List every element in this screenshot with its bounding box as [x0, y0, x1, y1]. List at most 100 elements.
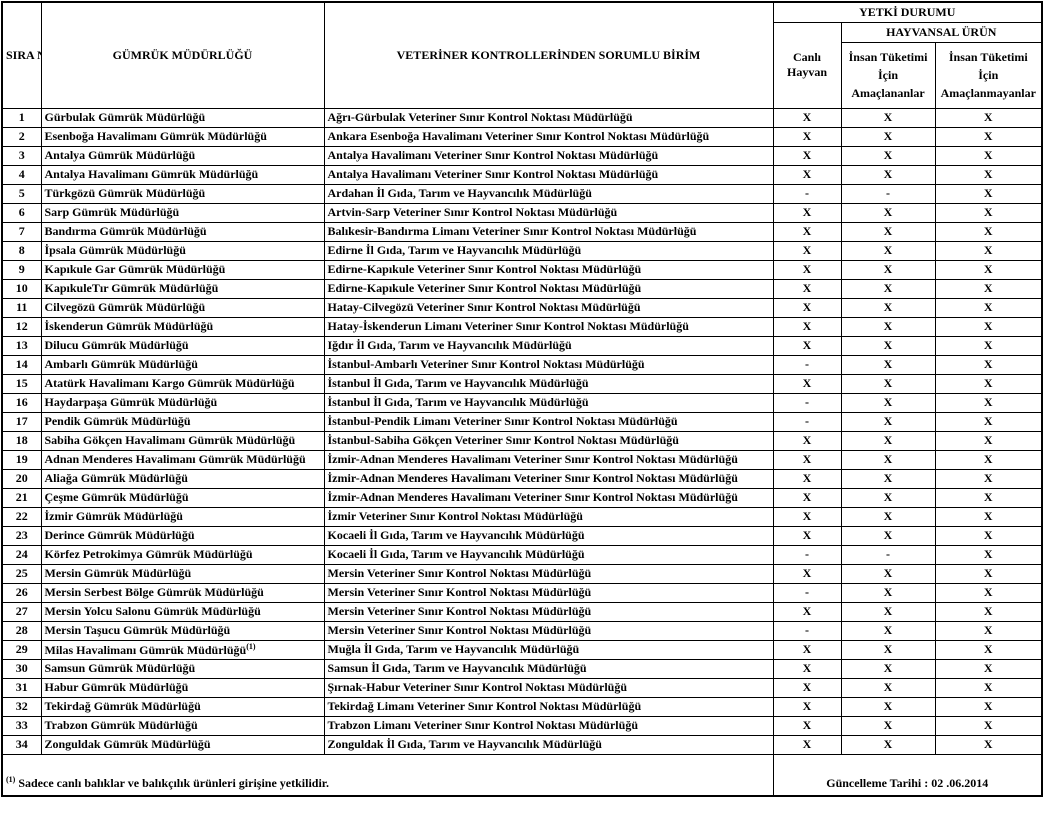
live-animal-status: -: [772, 544, 842, 565]
customs-office-text: Adnan Menderes Havalimanı Gümrük Müdürlü…: [44, 452, 306, 466]
live-animal-status-text: X: [802, 737, 812, 751]
table-row: 24 Körfez Petrokimya Gümrük Müdürlüğü Koca…: [1, 544, 1043, 565]
row-number: 17: [1, 411, 42, 432]
responsible-unit: Iğdır İl Gıda, Tarım ve Hayvancılık Müdü…: [323, 335, 774, 356]
human-consumption-status-text: X: [883, 338, 893, 352]
row-number-text: 7: [18, 224, 25, 238]
live-animal-status: X: [772, 259, 842, 280]
human-consumption-status: X: [840, 240, 936, 261]
responsible-unit-text: Samsun İl Gıda, Tarım ve Hayvancılık Müd…: [327, 661, 587, 675]
customs-office: Körfez Petrokimya Gümrük Müdürlüğü: [40, 544, 325, 565]
non-human-consumption-status-text: X: [983, 167, 993, 181]
customs-office-text: Haydarpaşa Gümrük Müdürlüğü: [44, 395, 218, 409]
table-row: 19 Adnan Menderes Havalimanı Gümrük Müdür…: [1, 449, 1043, 470]
live-animal-status-text: X: [802, 452, 812, 466]
responsible-unit: Zonguldak İl Gıda, Tarım ve Hayvancılık …: [323, 734, 774, 755]
customs-office: Mersin Serbest Bölge Gümrük Müdürlüğü: [40, 582, 325, 603]
row-number-text: 11: [16, 300, 28, 314]
row-number-text: 14: [15, 357, 28, 371]
customs-office: Adnan Menderes Havalimanı Gümrük Müdürlü…: [40, 449, 325, 470]
human-consumption-status-text: X: [883, 661, 893, 675]
non-human-consumption-status-text: X: [983, 224, 993, 238]
table-row: 29 Milas Havalimanı Gümrük Müdürlüğü(1) Mu…: [1, 639, 1043, 660]
live-animal-status: -: [772, 392, 842, 413]
row-number: 26: [1, 582, 42, 603]
customs-office: Habur Gümrük Müdürlüğü: [40, 677, 325, 698]
non-human-consumption-status-text: X: [983, 718, 993, 732]
responsible-unit-text: İstanbul İl Gıda, Tarım ve Hayvancılık M…: [327, 395, 589, 409]
table-row: 3 Antalya Gümrük Müdürlüğü Antalya Havalim…: [1, 145, 1043, 166]
live-animal-status-text: X: [802, 300, 812, 314]
customs-office: İpsala Gümrük Müdürlüğü: [40, 240, 325, 261]
human-consumption-status-text: X: [883, 623, 893, 637]
responsible-unit-text: Mersin Veteriner Sınır Kontrol Noktası M…: [327, 566, 592, 580]
human-consumption-status: X: [840, 373, 936, 394]
responsible-unit-text: Hatay-İskenderun Limanı Veteriner Sınır …: [327, 319, 689, 333]
live-animal-status-text: X: [802, 661, 812, 675]
responsible-unit: Balıkesir-Bandırma Limanı Veteriner Sını…: [323, 221, 774, 242]
footnote-text: Sadece canlı balıklar ve balıkçılık ürün…: [15, 775, 330, 790]
row-number-text: 18: [15, 433, 28, 447]
human-consumption-status: X: [840, 107, 936, 128]
human-consumption-status-text: X: [883, 718, 893, 732]
customs-office-text: Aliağa Gümrük Müdürlüğü: [44, 471, 188, 485]
live-animal-status-text: -: [805, 585, 809, 599]
row-number-text: 27: [15, 604, 28, 618]
human-consumption-status: X: [840, 715, 936, 736]
live-animal-status-text: X: [802, 262, 812, 276]
live-animal-status-text: X: [802, 642, 812, 656]
responsible-unit: Mersin Veteriner Sınır Kontrol Noktası M…: [323, 620, 774, 641]
customs-office: Trabzon Gümrük Müdürlüğü: [40, 715, 325, 736]
live-animal-status: X: [772, 487, 842, 508]
human-consumption-status-text: X: [883, 604, 893, 618]
responsible-unit-text: Edirne İl Gıda, Tarım ve Hayvancılık Müd…: [327, 243, 582, 257]
non-human-consumption-status: X: [934, 696, 1043, 717]
customs-office: Gürbulak Gümrük Müdürlüğü: [40, 107, 325, 128]
human-consumption-status: X: [840, 354, 936, 375]
responsible-unit: İstanbul İl Gıda, Tarım ve Hayvancılık M…: [323, 392, 774, 413]
table-row: 7 Bandırma Gümrük Müdürlüğü Balıkesir-Band…: [1, 221, 1043, 242]
responsible-unit-text: Trabzon Limanı Veteriner Sınır Kontrol N…: [327, 718, 639, 732]
non-human-consumption-status: X: [934, 373, 1043, 394]
human-consumption-status: X: [840, 677, 936, 698]
human-consumption-status-text: X: [883, 433, 893, 447]
customs-office: Aliağa Gümrük Müdürlüğü: [40, 468, 325, 489]
responsible-unit-text: İstanbul-Sabiha Gökçen Veteriner Sınır K…: [327, 433, 679, 447]
non-human-consumption-status-text: X: [983, 414, 993, 428]
responsible-unit: Artvin-Sarp Veteriner Sınır Kontrol Nokt…: [323, 202, 774, 223]
row-number: 6: [1, 202, 42, 223]
customs-office-text: Gürbulak Gümrük Müdürlüğü: [44, 110, 206, 124]
non-human-consumption-status-text: X: [983, 623, 993, 637]
customs-office: İskenderun Gümrük Müdürlüğü: [40, 316, 325, 337]
footnote: (1) Sadece canlı balıklar ve balıkçılık …: [1, 753, 774, 796]
non-human-consumption-status-text: X: [983, 243, 993, 257]
table-row: 11 Cilvegözü Gümrük Müdürlüğü Hatay-Cilveg…: [1, 297, 1043, 318]
veterinary-border-control-table: SIRA NO GÜMRÜK MÜDÜRLÜĞÜ VETERİNER KONTR…: [1, 1, 1044, 797]
live-animal-status-text: X: [802, 129, 812, 143]
responsible-unit-text: Şırnak-Habur Veteriner Sınır Kontrol Nok…: [327, 680, 628, 694]
row-number: 24: [1, 544, 42, 565]
human-consumption-status-text: X: [883, 300, 893, 314]
human-consumption-status-text: X: [883, 243, 893, 257]
table-row: 23 Derince Gümrük Müdürlüğü Kocaeli İl Gıd…: [1, 525, 1043, 546]
row-number-text: 26: [15, 585, 28, 599]
customs-office: Milas Havalimanı Gümrük Müdürlüğü(1): [40, 639, 325, 660]
non-human-consumption-status: X: [934, 183, 1043, 204]
row-number-text: 13: [15, 338, 28, 352]
row-number-text: 31: [15, 680, 28, 694]
customs-office-text: Ambarlı Gümrük Müdürlüğü: [44, 357, 198, 371]
table-row: 20 Aliağa Gümrük Müdürlüğü İzmir-Adnan Men…: [1, 468, 1043, 489]
live-animal-status-text: X: [802, 718, 812, 732]
row-number-text: 24: [15, 547, 28, 561]
human-consumption-status: X: [840, 316, 936, 337]
customs-office: Sabiha Gökçen Havalimanı Gümrük Müdürlüğ…: [40, 430, 325, 451]
row-number-text: 28: [15, 623, 28, 637]
responsible-unit: Edirne-Kapıkule Veteriner Sınır Kontrol …: [323, 278, 774, 299]
human-consumption-status-text: X: [883, 281, 893, 295]
human-consumption-status-text: X: [883, 528, 893, 542]
human-consumption-status: X: [840, 126, 936, 147]
customs-office-text: İskenderun Gümrük Müdürlüğü: [44, 319, 214, 333]
non-human-consumption-status: X: [934, 202, 1043, 223]
row-number-text: 15: [15, 376, 28, 390]
col-sira-no: SIRA NO: [1, 1, 42, 109]
